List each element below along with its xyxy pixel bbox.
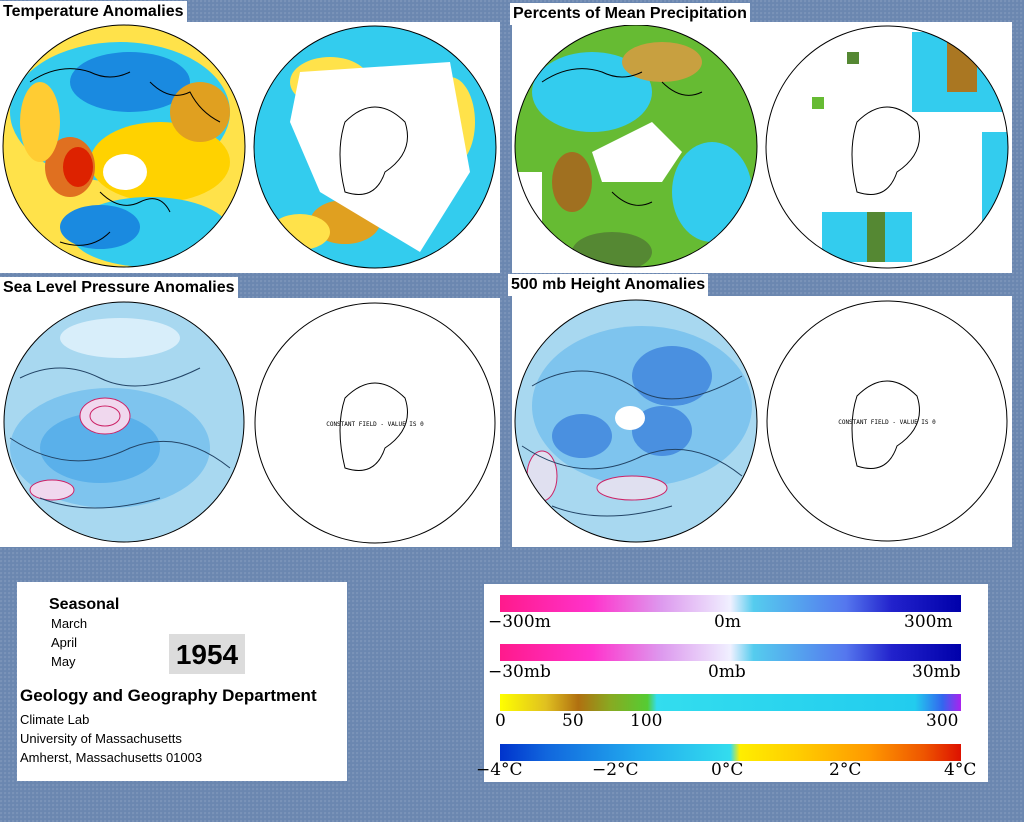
pressure-colorbar xyxy=(500,644,961,661)
month-3: May xyxy=(51,654,76,669)
temp-label-2neg: −2°C xyxy=(592,760,639,780)
height-label-max: 300m xyxy=(904,612,953,632)
height-maps: CONSTANT FIELD - VALUE IS 0 xyxy=(514,299,1008,543)
height-constant-label: CONSTANT FIELD - VALUE IS 0 xyxy=(838,419,936,426)
height-title: 500 mb Height Anomalies xyxy=(508,274,709,296)
temperature-globe-north xyxy=(3,25,245,267)
period-label: Seasonal xyxy=(49,596,120,613)
temp-label-max: 4°C xyxy=(944,760,977,780)
temp-colorbar xyxy=(500,744,961,761)
precipitation-panel xyxy=(512,22,1012,273)
temp-label-min: −4°C xyxy=(476,760,523,780)
pressure-label-max: 30mb xyxy=(912,662,961,682)
precipitation-maps xyxy=(514,24,1009,269)
temperature-title: Temperature Anomalies xyxy=(0,1,187,23)
height-label-min: −300m xyxy=(488,612,551,632)
month-1: March xyxy=(51,616,88,631)
precipitation-globe-north xyxy=(515,25,757,267)
pressure-label-mid: 0mb xyxy=(708,662,746,682)
info-line-2: University of Massachusetts xyxy=(20,731,182,746)
month-2: April xyxy=(51,635,78,650)
slp-panel: CONSTANT FIELD - VALUE IS 0 xyxy=(0,298,500,547)
precip-label-100: 100 xyxy=(630,711,663,731)
height-globe-south xyxy=(766,300,1008,542)
precip-label-300: 300 xyxy=(926,711,959,731)
year-badge: 1954 xyxy=(169,634,245,674)
info-box: Seasonal March April May 1954 Geology an… xyxy=(17,582,347,781)
height-panel: CONSTANT FIELD - VALUE IS 0 xyxy=(512,296,1012,547)
legend-box: −300m 0m 300m −30mb 0mb 30mb 0 50 100 30… xyxy=(476,584,988,782)
height-globe-north xyxy=(515,300,757,542)
height-label-mid: 0m xyxy=(714,612,741,632)
temperature-maps xyxy=(2,24,497,269)
precip-colorbar xyxy=(500,694,961,711)
precipitation-title: Percents of Mean Precipitation xyxy=(510,3,750,25)
slp-constant-label: CONSTANT FIELD - VALUE IS 0 xyxy=(326,421,424,428)
pressure-label-min: −30mb xyxy=(488,662,551,682)
slp-maps: CONSTANT FIELD - VALUE IS 0 xyxy=(3,301,496,544)
temp-label-0: 0°C xyxy=(711,760,744,780)
temperature-globe-south xyxy=(254,26,496,268)
department-name: Geology and Geography Department xyxy=(20,686,317,705)
height-colorbar xyxy=(500,595,961,612)
temp-label-2: 2°C xyxy=(829,760,862,780)
precip-label-0: 0 xyxy=(495,711,506,731)
temperature-panel xyxy=(0,22,500,273)
info-line-3: Amherst, Massachusetts 01003 xyxy=(20,750,203,765)
slp-globe-north xyxy=(4,302,244,542)
slp-title: Sea Level Pressure Anomalies xyxy=(0,277,238,299)
slp-globe-south xyxy=(254,302,496,544)
info-line-1: Climate Lab xyxy=(20,712,90,727)
precip-label-50: 50 xyxy=(562,711,584,731)
